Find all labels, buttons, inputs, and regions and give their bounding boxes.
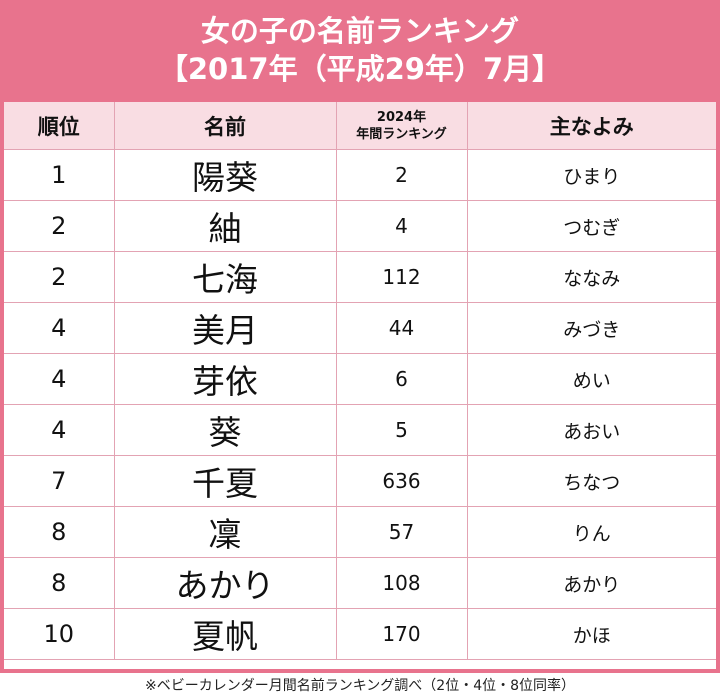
header-rank-2024: 2024年 年間ランキング [335,102,468,150]
reading-cell: ひまり [466,149,716,201]
name-cell: あかり [113,557,337,609]
name-cell: 葵 [113,404,337,456]
header-reading: 主なよみ [466,102,716,150]
name-cell: 芽依 [113,353,337,405]
table-row: 8 凜 57 りん [4,506,716,558]
title-line-1: 女の子の名前ランキング [200,14,520,48]
rank-2024-cell: 2 [335,149,468,201]
rank-2024-cell: 6 [335,353,468,405]
rank-cell: 10 [4,608,115,660]
rank-2024-cell: 636 [335,455,468,507]
table-row: 4 葵 5 あおい [4,404,716,456]
footnote: ※ベビーカレンダー月間名前ランキング調べ（2位・4位・8位同率） [144,678,576,694]
table-row: 4 美月 44 みづき [4,302,716,354]
rank-2024-cell: 57 [335,506,468,558]
reading-cell: あおい [466,404,716,456]
header-name: 名前 [113,102,337,150]
header-rank: 順位 [4,102,115,150]
table-row: 7 千夏 636 ちなつ [4,455,716,507]
rank-cell: 4 [4,353,115,405]
rank-2024-cell: 44 [335,302,468,354]
rank-2024-cell: 5 [335,404,468,456]
rank-cell: 2 [4,200,115,252]
rank-2024-cell: 4 [335,200,468,252]
table-row: 1 陽葵 2 ひまり [4,149,716,201]
ranking-table: 順位 名前 2024年 年間ランキング 主なよみ 1 陽葵 2 ひまり 2 紬 … [4,102,716,660]
table-row: 2 紬 4 つむぎ [4,200,716,252]
table-header-row: 順位 名前 2024年 年間ランキング 主なよみ [4,102,716,150]
name-cell: 紬 [113,200,337,252]
reading-cell: りん [466,506,716,558]
rank-2024-cell: 112 [335,251,468,303]
rank-2024-cell: 170 [335,608,468,660]
rank-cell: 4 [4,302,115,354]
rank-cell: 4 [4,404,115,456]
name-cell: 七海 [113,251,337,303]
ranking-title: 女の子の名前ランキング 【2017年（平成29年）7月】 [0,0,720,102]
reading-cell: かほ [466,608,716,660]
reading-cell: ちなつ [466,455,716,507]
reading-cell: ななみ [466,251,716,303]
rank-cell: 2 [4,251,115,303]
table-row: 10 夏帆 170 かほ [4,608,716,660]
rank-2024-cell: 108 [335,557,468,609]
table-row: 2 七海 112 ななみ [4,251,716,303]
rank-cell: 7 [4,455,115,507]
header-rank-2024-line-1: 2024年 [376,109,427,125]
table-row: 4 芽依 6 めい [4,353,716,405]
ranking-frame [0,0,720,673]
name-cell: 美月 [113,302,337,354]
name-cell: 千夏 [113,455,337,507]
reading-cell: めい [466,353,716,405]
name-cell: 夏帆 [113,608,337,660]
header-rank-2024-line-2: 年間ランキング [356,126,447,142]
reading-cell: つむぎ [466,200,716,252]
reading-cell: あかり [466,557,716,609]
rank-cell: 1 [4,149,115,201]
table-row: 8 あかり 108 あかり [4,557,716,609]
name-cell: 凜 [113,506,337,558]
title-line-2: 【2017年（平成29年）7月】 [158,52,562,86]
rank-cell: 8 [4,506,115,558]
name-cell: 陽葵 [113,149,337,201]
rank-cell: 8 [4,557,115,609]
reading-cell: みづき [466,302,716,354]
